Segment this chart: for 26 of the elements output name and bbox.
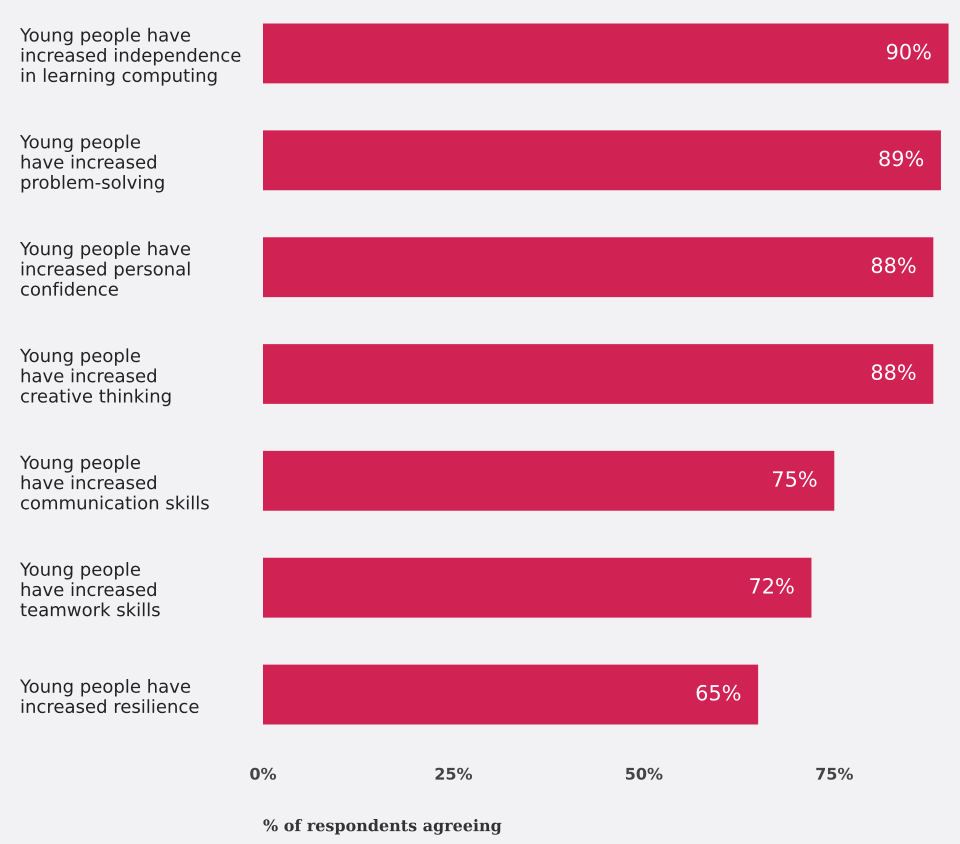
y-tick-label: Young people have increased resilience: [20, 678, 198, 714]
data-label: 88%: [872, 364, 916, 380]
bar: [263, 130, 941, 190]
bar: [263, 237, 934, 298]
x-tick-label: 25%: [436, 768, 472, 780]
data-label: 90%: [886, 44, 931, 60]
x-tick-label: 75%: [816, 768, 853, 780]
y-tick-label: Young people have increased independence in learning computing: [20, 28, 240, 86]
bar: [263, 558, 812, 618]
bar: [263, 344, 934, 404]
x-axis-title: % of respondents agreeing: [263, 819, 502, 835]
data-label: 75%: [773, 471, 816, 487]
data-label: 88%: [872, 257, 916, 274]
y-tick-label: Young people have increased creative thinking: [20, 348, 170, 406]
x-tick-label: 0%: [250, 768, 276, 780]
bar: [263, 664, 758, 724]
bar: [263, 450, 834, 511]
data-label: 65%: [696, 684, 740, 701]
bar: [263, 24, 949, 84]
y-tick-label: Young people have increased communication skills: [20, 455, 209, 510]
data-label: 89%: [879, 150, 924, 166]
y-tick-label: Young people have increased teamwork skills: [20, 562, 160, 616]
x-tick-label: 50%: [626, 768, 662, 780]
y-tick-label: Young people have increased problem-solving: [20, 134, 164, 192]
data-label: 72%: [750, 578, 794, 594]
y-tick-label: Young people have increased personal confidence: [20, 241, 190, 296]
